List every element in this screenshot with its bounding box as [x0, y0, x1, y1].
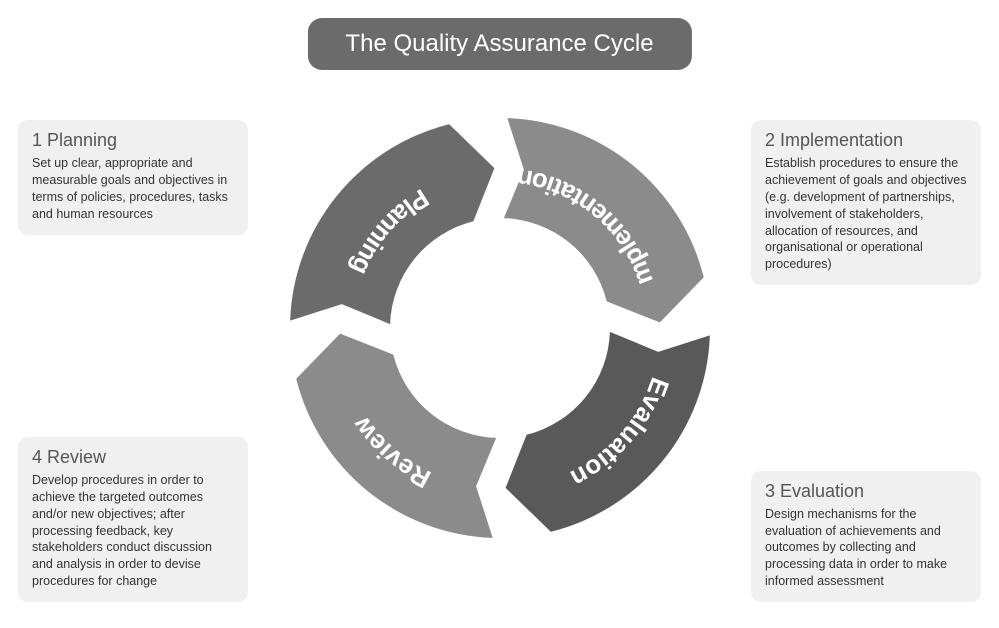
- info-heading: 4 Review: [32, 447, 234, 468]
- info-heading: 2 Implementation: [765, 130, 967, 151]
- cycle-segment-evaluation: [505, 332, 709, 532]
- info-box-implementation: 2 Implementation Establish procedures to…: [751, 120, 981, 285]
- cycle-segment-review: [296, 334, 496, 538]
- info-text: Design mechanisms for the evaluation of …: [765, 506, 967, 590]
- info-text: Set up clear, appropriate and measurable…: [32, 155, 234, 223]
- info-box-evaluation: 3 Evaluation Design mechanisms for the e…: [751, 471, 981, 602]
- cycle-diagram: PlanningImplementationEvaluationReview: [280, 108, 720, 548]
- page-title: The Quality Assurance Cycle: [307, 18, 691, 70]
- info-text: Develop procedures in order to achieve t…: [32, 472, 234, 590]
- info-heading: 3 Evaluation: [765, 481, 967, 502]
- info-box-planning: 1 Planning Set up clear, appropriate and…: [18, 120, 248, 235]
- info-text: Establish procedures to ensure the achie…: [765, 155, 967, 273]
- info-heading: 1 Planning: [32, 130, 234, 151]
- info-box-review: 4 Review Develop procedures in order to …: [18, 437, 248, 602]
